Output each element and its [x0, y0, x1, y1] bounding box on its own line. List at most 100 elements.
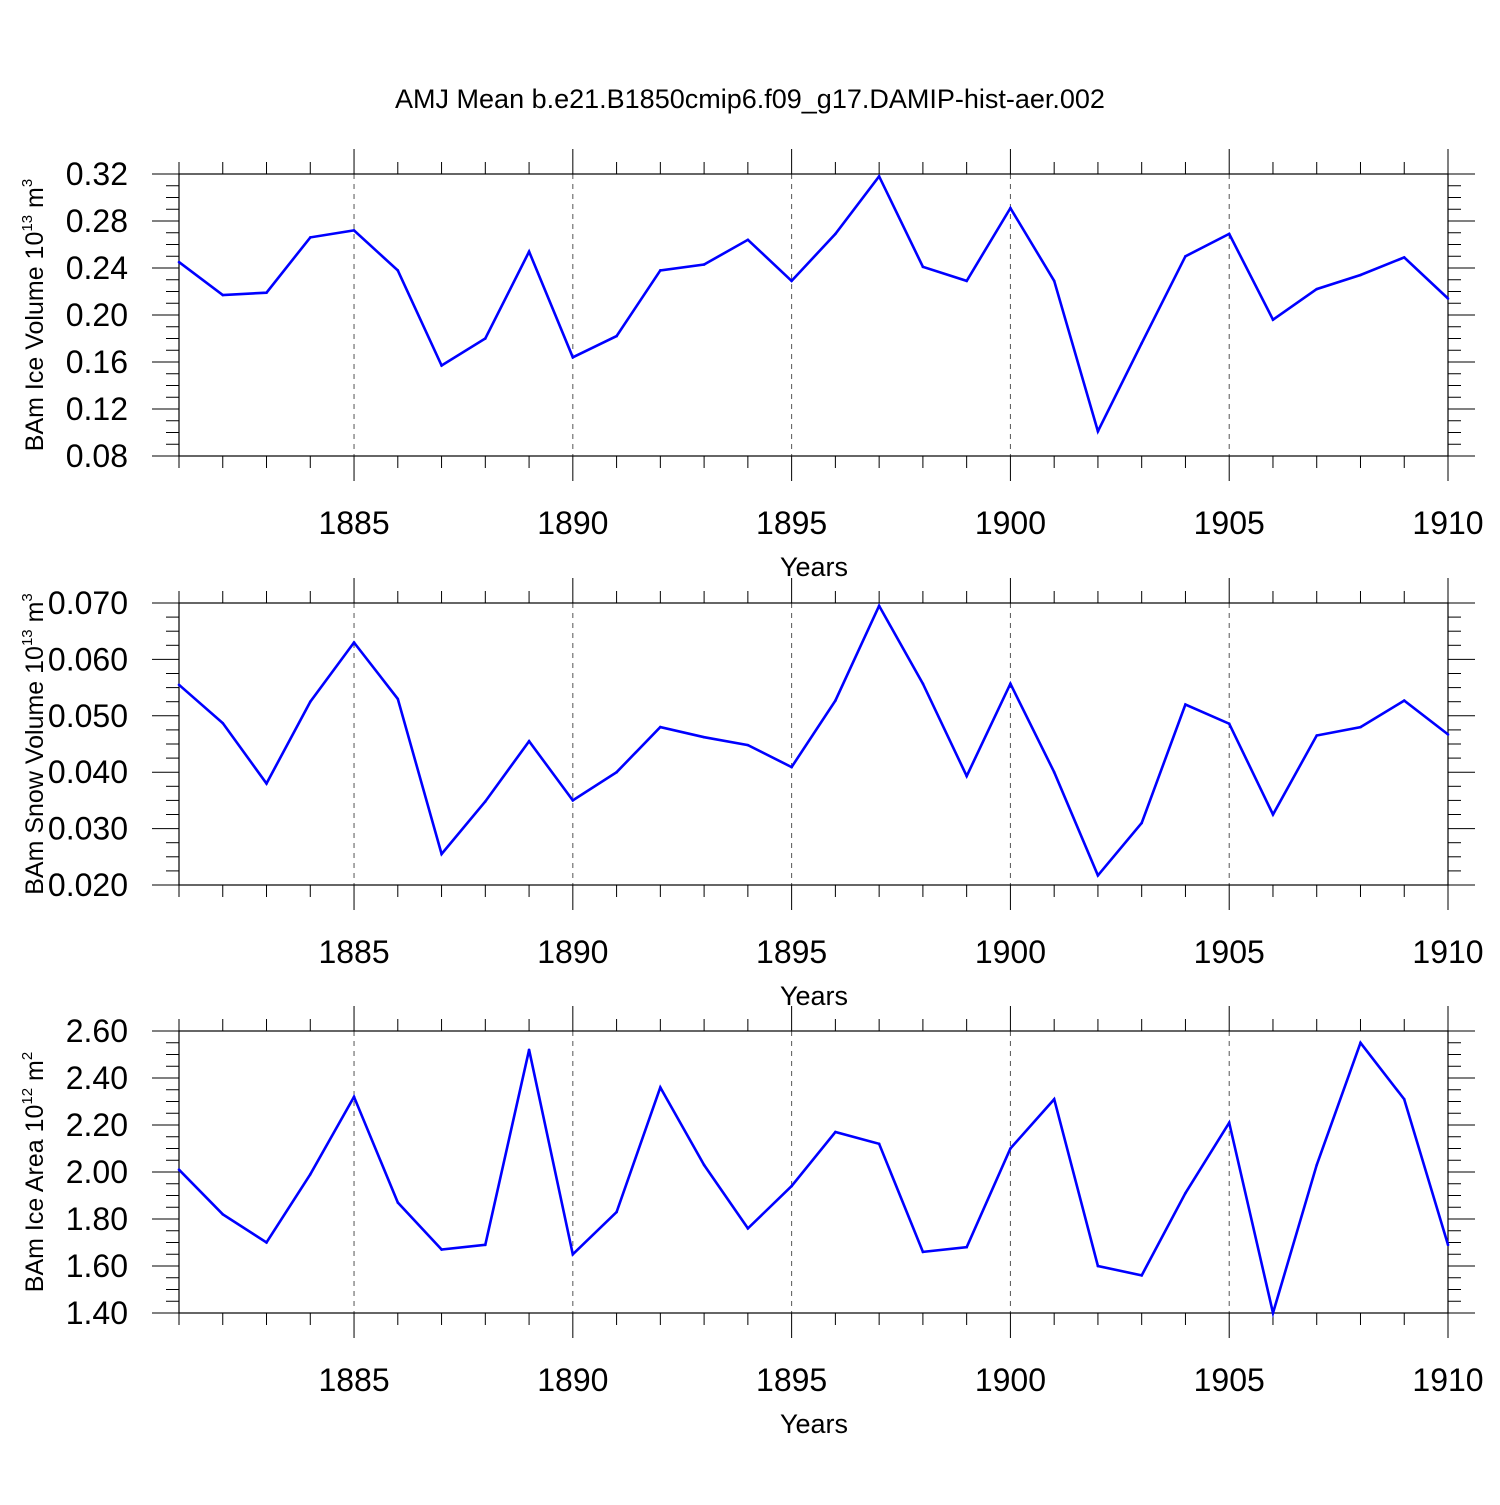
- data-point: [265, 782, 268, 785]
- data-point: [352, 1095, 356, 1099]
- data-point: [440, 852, 443, 856]
- data-point: [352, 641, 356, 644]
- data-point: [1402, 256, 1406, 259]
- plot-frame: [178, 602, 1449, 886]
- data-point: [702, 1163, 706, 1167]
- data-point: [177, 683, 181, 687]
- data-point: [877, 175, 881, 178]
- data-point: [1402, 1097, 1406, 1101]
- data-point: [396, 269, 400, 272]
- plot-frame: [178, 1030, 1449, 1314]
- data-point: [834, 699, 837, 702]
- y-tick-label: 1.40: [66, 1295, 128, 1331]
- y-tick-label: 0.020: [48, 867, 128, 903]
- y-tick-label: 0.030: [48, 811, 128, 847]
- data-point: [1096, 874, 1100, 877]
- data-point: [1052, 770, 1056, 774]
- data-point: [308, 236, 312, 239]
- data-point: [921, 1250, 925, 1254]
- plot-panel-1: 1885 1890 1895 1900 1905 1910 Years 0.08 0.12 0.1…: [19, 149, 1484, 582]
- data-point: [527, 1048, 531, 1052]
- data-point: [1096, 1264, 1100, 1268]
- x-tick-label: 1895: [756, 934, 827, 970]
- data-point: [1009, 682, 1012, 685]
- data-point: [1184, 1191, 1187, 1195]
- x-tick-label: 1885: [318, 934, 389, 970]
- data-point: [221, 293, 225, 297]
- data-point: [221, 721, 225, 725]
- data-point: [1446, 1243, 1450, 1247]
- data-point: [265, 291, 268, 294]
- y-axis-label: BAm Ice Volume 1013 m3: [19, 179, 49, 451]
- y-tick-label: 1.80: [66, 1201, 128, 1237]
- data-point: [484, 800, 487, 803]
- data-point: [746, 1227, 750, 1230]
- y-tick-label: 0.070: [48, 585, 128, 621]
- data-point: [177, 260, 181, 264]
- data-point: [527, 250, 531, 253]
- y-tick-label: 2.20: [66, 1107, 128, 1143]
- y-tick-label: 0.20: [66, 297, 128, 333]
- data-point: [265, 1241, 268, 1244]
- data-point: [965, 279, 968, 283]
- y-tick-label: 0.08: [66, 438, 128, 474]
- plot-panel-2: 1885 1890 1895 1900 1905 1910 Years 0.020 0.030 0…: [19, 578, 1484, 1011]
- data-point: [484, 337, 487, 340]
- data-point: [659, 725, 662, 729]
- data-point: [1359, 1041, 1362, 1045]
- x-axis-label: Years: [780, 552, 848, 582]
- data-point: [440, 1248, 443, 1251]
- data-point: [440, 364, 443, 367]
- data-point: [484, 1243, 487, 1247]
- data-point: [965, 774, 968, 778]
- data-point: [877, 1142, 881, 1146]
- y-tick-label: 0.060: [48, 641, 128, 677]
- y-tick-label: 0.040: [48, 754, 128, 790]
- data-point: [571, 356, 575, 359]
- data-point: [1227, 1121, 1231, 1124]
- series-line: [178, 173, 1449, 435]
- data-point: [746, 743, 750, 747]
- x-tick-label: 1910: [1412, 934, 1483, 970]
- data-point: [1140, 821, 1143, 825]
- y-tick-label: 0.24: [66, 250, 128, 286]
- data-point: [177, 1168, 181, 1171]
- data-point: [1359, 273, 1362, 277]
- x-tick-label: 1900: [975, 1362, 1046, 1398]
- data-point: [1402, 699, 1406, 702]
- data-point: [527, 739, 531, 743]
- data-point: [1446, 297, 1450, 300]
- y-tick-label: 0.28: [66, 203, 128, 239]
- x-tick-label: 1905: [1194, 934, 1265, 970]
- y-axis-label: BAm Snow Volume 1013 m3: [19, 593, 49, 895]
- x-tick-label: 1885: [318, 505, 389, 541]
- x-tick-label: 1905: [1194, 505, 1265, 541]
- data-point: [834, 232, 837, 236]
- data-point: [921, 682, 925, 685]
- data-point: [1184, 703, 1187, 706]
- data-point: [615, 1210, 618, 1214]
- data-point: [921, 265, 925, 269]
- y-tick-label: 2.00: [66, 1154, 128, 1190]
- y-tick-label: 0.16: [66, 344, 128, 380]
- x-tick-label: 1885: [318, 1362, 389, 1398]
- y-axis-label: BAm Ice Area 1012 m2: [19, 1052, 49, 1292]
- data-point: [1227, 722, 1231, 725]
- y-tick-label: 0.050: [48, 698, 128, 734]
- data-point: [1096, 430, 1100, 433]
- x-tick-label: 1900: [975, 934, 1046, 970]
- data-point: [1184, 254, 1187, 258]
- data-point: [396, 1201, 400, 1204]
- data-point: [702, 735, 706, 739]
- x-tick-label: 1905: [1194, 1362, 1265, 1398]
- data-point: [1271, 813, 1275, 816]
- x-tick-label: 1910: [1412, 1362, 1483, 1398]
- x-tick-label: 1900: [975, 505, 1046, 541]
- data-point: [571, 799, 575, 802]
- data-point: [308, 700, 312, 703]
- data-point: [790, 765, 793, 769]
- data-point: [702, 263, 706, 266]
- y-tick-label: 0.32: [66, 156, 128, 192]
- data-point: [834, 1130, 837, 1134]
